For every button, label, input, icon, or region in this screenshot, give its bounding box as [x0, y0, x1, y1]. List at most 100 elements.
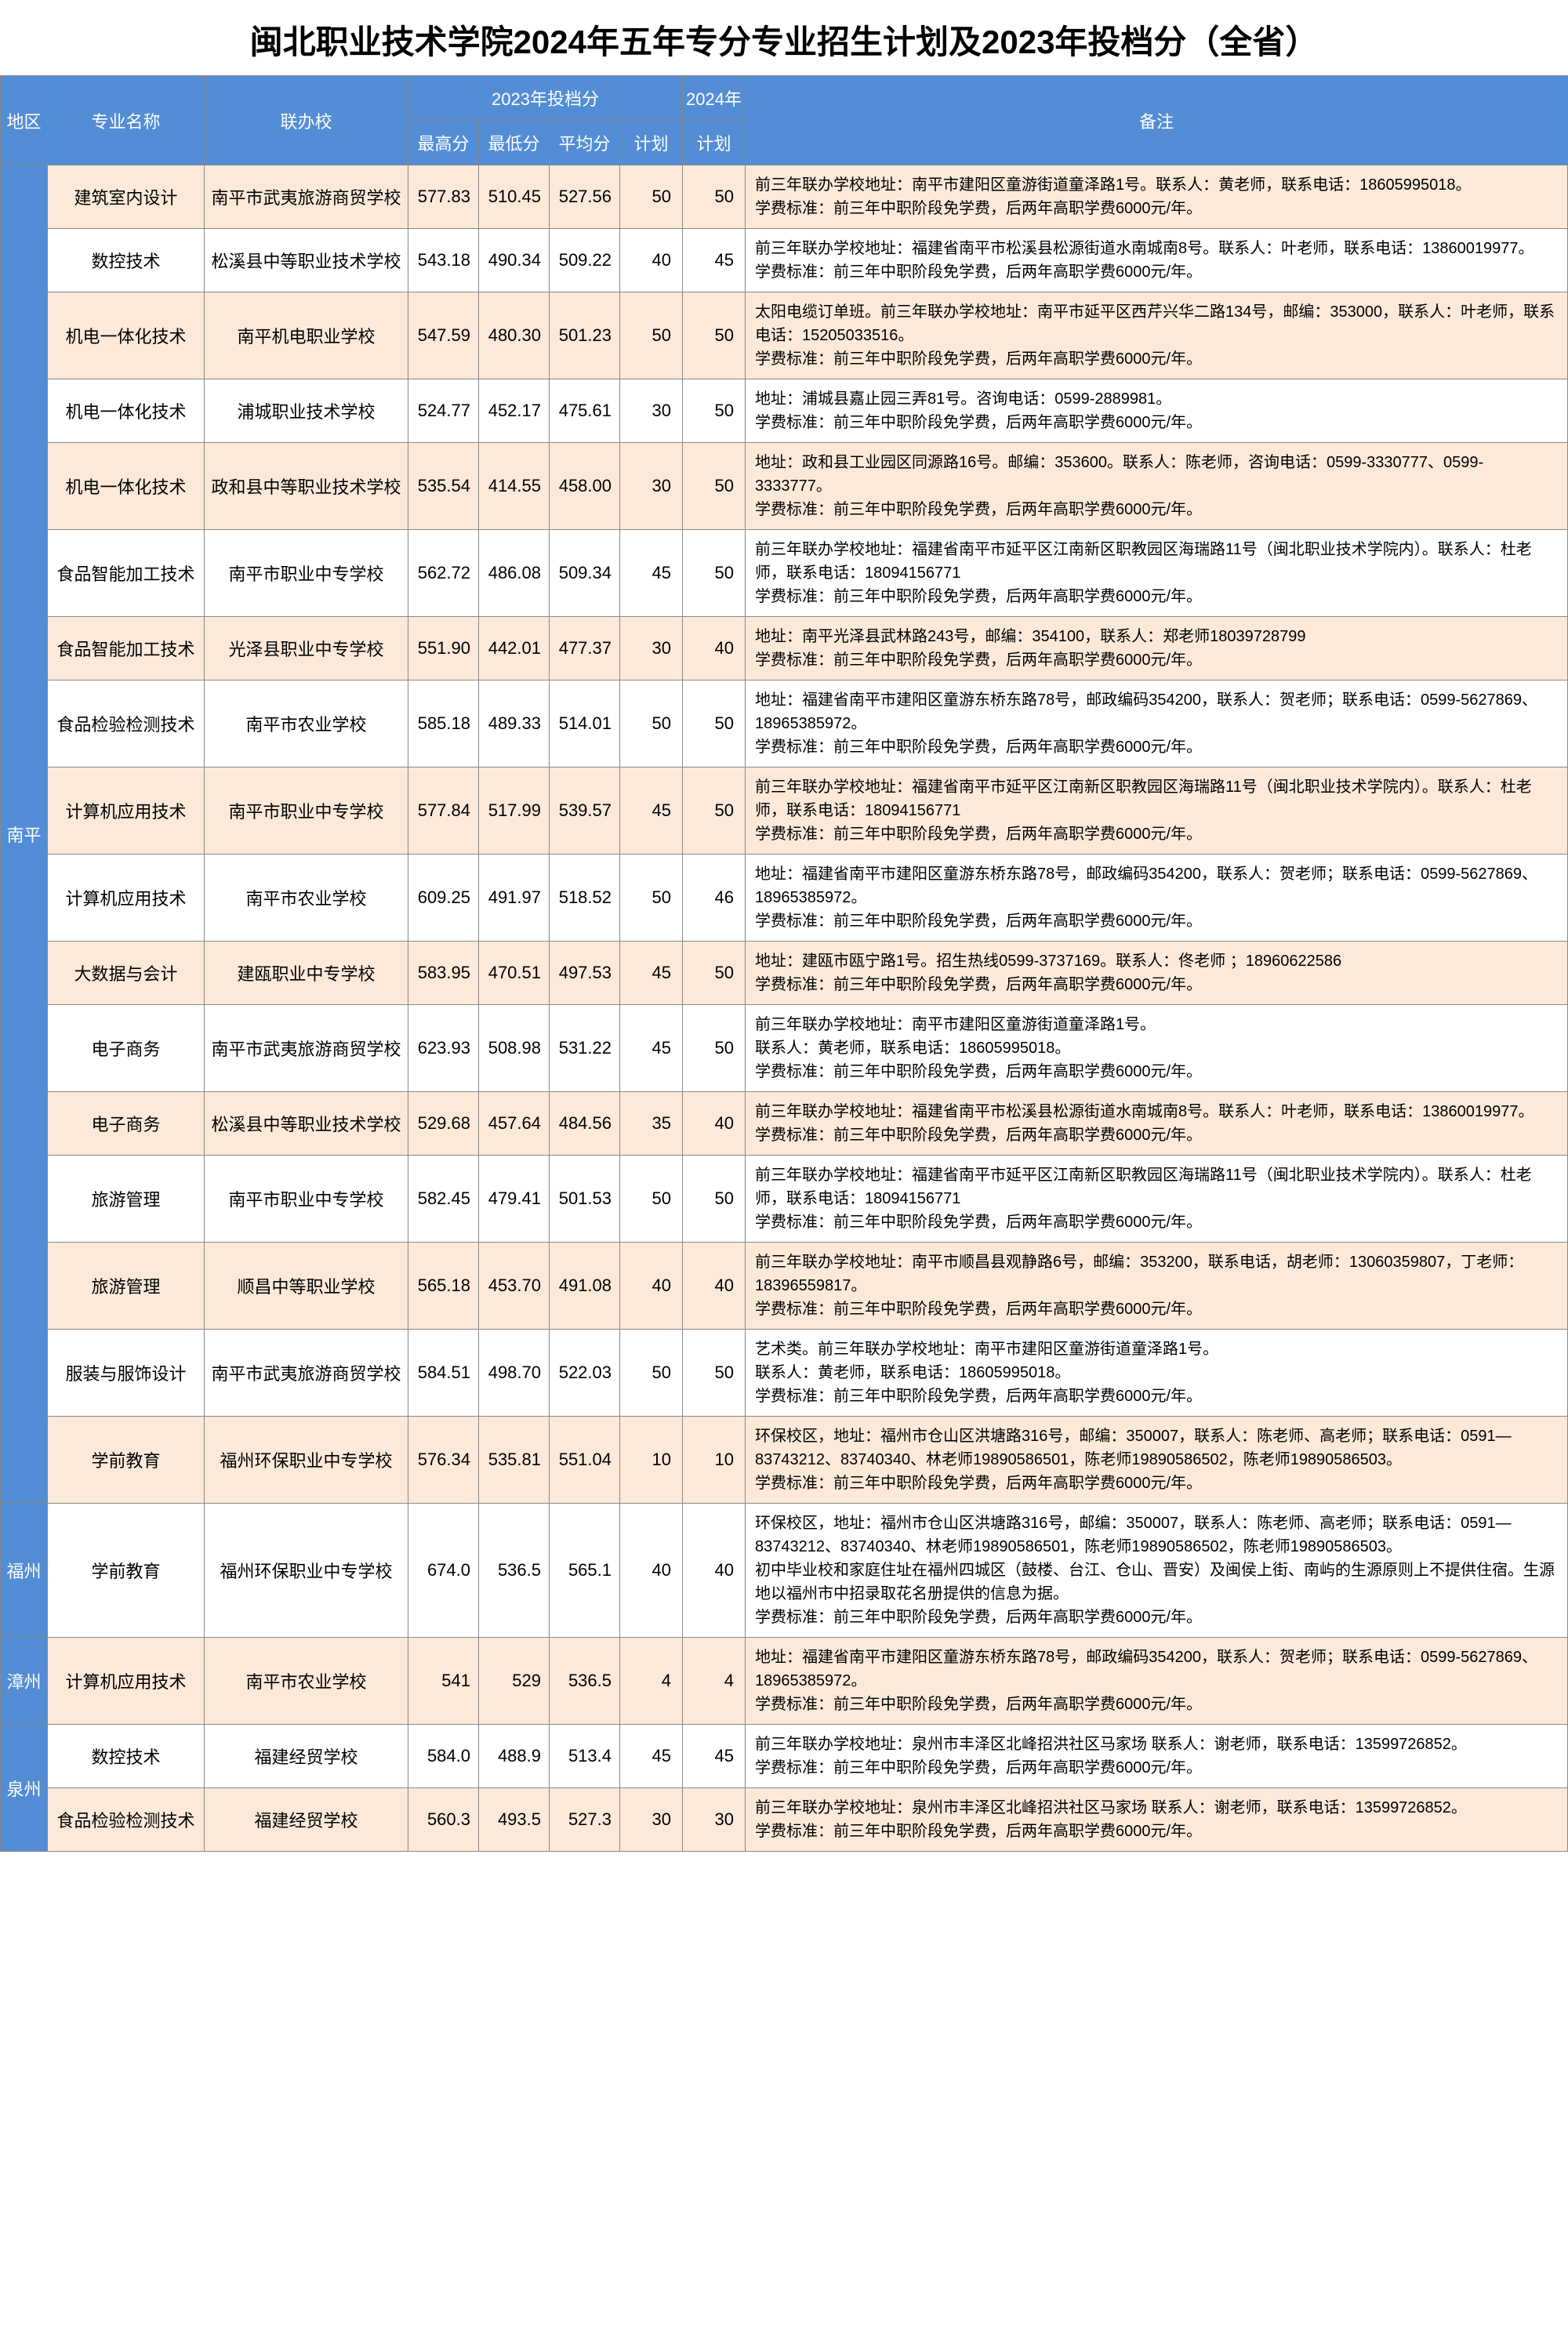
avg-cell: 497.53 [550, 942, 620, 1005]
remark-cell: 环保校区，地址：福州市仓山区洪塘路316号，邮编：350007，联系人：陈老师、… [746, 1504, 1568, 1638]
remark-cell: 地址：福建省南平市建阳区童游东桥东路78号，邮政编码354200，联系人：贺老师… [746, 1638, 1568, 1725]
plan24-cell: 50 [683, 1330, 746, 1417]
remark-cell: 前三年联办学校地址：南平市建阳区童游街道童泽路1号。联系人：黄老师，联系电话：1… [746, 1005, 1568, 1092]
max-cell: 535.54 [408, 443, 479, 530]
table-row: 电子商务松溪县中等职业技术学校529.68457.64484.563540前三年… [1, 1092, 1568, 1156]
major-cell: 计算机应用技术 [48, 1638, 205, 1725]
table-row: 食品检验检测技术福建经贸学校560.3493.5527.33030前三年联办学校… [1, 1788, 1568, 1852]
table-row: 机电一体化技术政和县中等职业技术学校535.54414.55458.003050… [1, 443, 1568, 530]
plan23-cell: 40 [620, 1504, 683, 1638]
school-cell: 浦城职业技术学校 [205, 379, 408, 443]
avg-cell: 514.01 [550, 680, 620, 768]
header-2024: 2024年 [683, 76, 746, 121]
header-remark: 备注 [746, 76, 1568, 165]
remark-cell: 前三年联办学校地址：福建省南平市延平区江南新区职教园区海瑞路11号（闽北职业技术… [746, 530, 1568, 617]
max-cell: 577.84 [408, 768, 479, 855]
min-cell: 488.9 [479, 1725, 550, 1788]
school-cell: 南平市武夷旅游商贸学校 [205, 1330, 408, 1417]
header-max: 最高分 [408, 121, 479, 165]
avg-cell: 518.52 [550, 855, 620, 942]
major-cell: 电子商务 [48, 1005, 205, 1092]
plan23-cell: 50 [620, 1330, 683, 1417]
plan23-cell: 30 [620, 443, 683, 530]
header-min: 最低分 [479, 121, 550, 165]
min-cell: 479.41 [479, 1156, 550, 1243]
avg-cell: 527.3 [550, 1788, 620, 1852]
table-row: 福州学前教育福州环保职业中专学校674.0536.5565.14040环保校区，… [1, 1504, 1568, 1638]
remark-cell: 地址：政和县工业园区同源路16号。邮编：353600。联系人：陈老师，咨询电话：… [746, 443, 1568, 530]
plan23-cell: 45 [620, 1005, 683, 1092]
table-body: 南平建筑室内设计南平市武夷旅游商贸学校577.83510.45527.56505… [1, 165, 1568, 1852]
major-cell: 食品智能加工技术 [48, 530, 205, 617]
header-school: 联办校 [205, 76, 408, 165]
max-cell: 585.18 [408, 680, 479, 768]
table-header: 地区 专业名称 联办校 2023年投档分 2024年 备注 最高分 最低分 平均… [1, 76, 1568, 165]
school-cell: 南平市武夷旅游商贸学校 [205, 165, 408, 229]
plan24-cell: 50 [683, 768, 746, 855]
plan24-cell: 50 [683, 942, 746, 1005]
min-cell: 489.33 [479, 680, 550, 768]
min-cell: 470.51 [479, 942, 550, 1005]
table-row: 机电一体化技术南平机电职业学校547.59480.30501.235050太阳电… [1, 292, 1568, 379]
major-cell: 机电一体化技术 [48, 379, 205, 443]
avg-cell: 539.57 [550, 768, 620, 855]
plan24-cell: 45 [683, 1725, 746, 1788]
max-cell: 560.3 [408, 1788, 479, 1852]
max-cell: 541 [408, 1638, 479, 1725]
plan24-cell: 40 [683, 1243, 746, 1330]
header-major: 专业名称 [48, 76, 205, 165]
school-cell: 南平市职业中专学校 [205, 530, 408, 617]
school-cell: 松溪县中等职业技术学校 [205, 1092, 408, 1156]
header-score-group: 2023年投档分 [408, 76, 683, 121]
plan23-cell: 50 [620, 165, 683, 229]
major-cell: 食品检验检测技术 [48, 1788, 205, 1852]
plan24-cell: 40 [683, 1092, 746, 1156]
max-cell: 609.25 [408, 855, 479, 942]
remark-cell: 地址：福建省南平市建阳区童游东桥东路78号，邮政编码354200，联系人：贺老师… [746, 680, 1568, 768]
table-row: 旅游管理南平市职业中专学校582.45479.41501.535050前三年联办… [1, 1156, 1568, 1243]
min-cell: 453.70 [479, 1243, 550, 1330]
school-cell: 顺昌中等职业学校 [205, 1243, 408, 1330]
table-row: 南平建筑室内设计南平市武夷旅游商贸学校577.83510.45527.56505… [1, 165, 1568, 229]
min-cell: 493.5 [479, 1788, 550, 1852]
remark-cell: 前三年联办学校地址：南平市建阳区童游街道童泽路1号。联系人：黄老师，联系电话：1… [746, 165, 1568, 229]
remark-cell: 地址：浦城县嘉止园三弄81号。咨询电话：0599-2889981。学费标准：前三… [746, 379, 1568, 443]
plan24-cell: 50 [683, 1156, 746, 1243]
plan23-cell: 45 [620, 768, 683, 855]
min-cell: 498.70 [479, 1330, 550, 1417]
major-cell: 食品检验检测技术 [48, 680, 205, 768]
plan24-cell: 40 [683, 617, 746, 680]
table-row: 食品检验检测技术南平市农业学校585.18489.33514.015050地址：… [1, 680, 1568, 768]
remark-cell: 环保校区，地址：福州市仓山区洪塘路316号，邮编：350007，联系人：陈老师、… [746, 1417, 1568, 1504]
min-cell: 414.55 [479, 443, 550, 530]
remark-cell: 艺术类。前三年联办学校地址：南平市建阳区童游街道童泽路1号。联系人：黄老师，联系… [746, 1330, 1568, 1417]
school-cell: 建瓯职业中专学校 [205, 942, 408, 1005]
plan23-cell: 30 [620, 379, 683, 443]
remark-cell: 前三年联办学校地址：福建省南平市延平区江南新区职教园区海瑞路11号（闽北职业技术… [746, 768, 1568, 855]
major-cell: 大数据与会计 [48, 942, 205, 1005]
remark-cell: 地址：南平光泽县武林路243号，邮编：354100，联系人：郑老师1803972… [746, 617, 1568, 680]
school-cell: 南平市农业学校 [205, 680, 408, 768]
avg-cell: 527.56 [550, 165, 620, 229]
avg-cell: 513.4 [550, 1725, 620, 1788]
plan23-cell: 40 [620, 229, 683, 292]
avg-cell: 509.34 [550, 530, 620, 617]
school-cell: 南平机电职业学校 [205, 292, 408, 379]
remark-cell: 前三年联办学校地址：南平市顺昌县观静路6号，邮编：353200，联系电话，胡老师… [746, 1243, 1568, 1330]
major-cell: 数控技术 [48, 1725, 205, 1788]
school-cell: 南平市武夷旅游商贸学校 [205, 1005, 408, 1092]
major-cell: 计算机应用技术 [48, 855, 205, 942]
plan23-cell: 4 [620, 1638, 683, 1725]
plan23-cell: 10 [620, 1417, 683, 1504]
table-row: 漳州计算机应用技术南平市农业学校541529536.544地址：福建省南平市建阳… [1, 1638, 1568, 1725]
plan23-cell: 50 [620, 680, 683, 768]
plan24-cell: 40 [683, 1504, 746, 1638]
major-cell: 旅游管理 [48, 1243, 205, 1330]
major-cell: 机电一体化技术 [48, 443, 205, 530]
avg-cell: 551.04 [550, 1417, 620, 1504]
min-cell: 490.34 [479, 229, 550, 292]
avg-cell: 458.00 [550, 443, 620, 530]
avg-cell: 475.61 [550, 379, 620, 443]
major-cell: 计算机应用技术 [48, 768, 205, 855]
region-cell: 泉州 [1, 1725, 48, 1852]
